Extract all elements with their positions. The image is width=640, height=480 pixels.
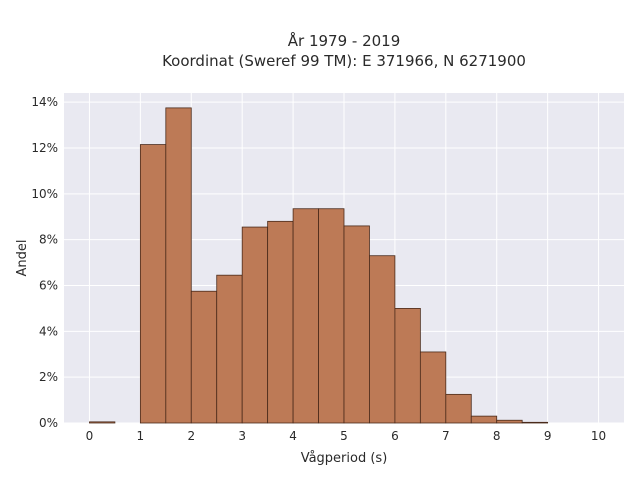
x-axis-ticks: 0 1 2 3 4 5 6 7 8 9 10 [86,429,607,443]
x-tick-label: 3 [238,429,246,443]
histogram-bar [89,421,116,424]
y-tick-label: 0% [39,416,58,430]
y-tick-label: 8% [39,233,58,247]
bars [89,107,549,424]
histogram-bar [139,144,167,424]
histogram-bar [318,208,345,424]
x-tick-label: 9 [544,429,552,443]
y-tick-label: 12% [31,141,58,155]
x-tick-label: 7 [442,429,450,443]
x-tick-label: 8 [493,429,501,443]
x-tick-label: 0 [86,429,94,443]
histogram-bar [241,226,269,424]
x-tick-label: 2 [187,429,195,443]
x-tick-label: 6 [391,429,399,443]
histogram-bar [267,220,294,424]
y-tick-label: 10% [31,187,58,201]
y-axis-ticks: 0% 2% 4% 6% 8% 10% 12% 14% [31,95,58,430]
histogram-bar [216,274,243,424]
histogram-bar [445,393,472,424]
y-tick-label: 14% [31,95,58,109]
histogram-bar [343,225,370,424]
x-tick-label: 4 [289,429,297,443]
histogram-bar [369,255,396,424]
y-tick-label: 6% [39,279,58,293]
histogram-bar [419,351,447,424]
histogram-bar [496,419,523,424]
histogram-bar [521,421,549,424]
histogram-bar [394,308,421,424]
histogram-bar [470,415,498,424]
chart-title-line2: Koordinat (Sweref 99 TM): E 371966, N 62… [162,52,526,70]
y-axis-label: Andel [15,240,30,277]
y-tick-label: 4% [39,324,58,338]
histogram-bar [165,107,192,424]
histogram-bar [190,290,218,424]
histogram-bar [292,208,319,424]
x-axis-label: Vågperiod (s) [301,451,388,466]
x-tick-label: 5 [340,429,348,443]
y-tick-label: 2% [39,370,58,384]
x-tick-label: 10 [591,429,606,443]
chart-title-line1: År 1979 - 2019 [288,31,401,50]
x-tick-label: 1 [137,429,145,443]
